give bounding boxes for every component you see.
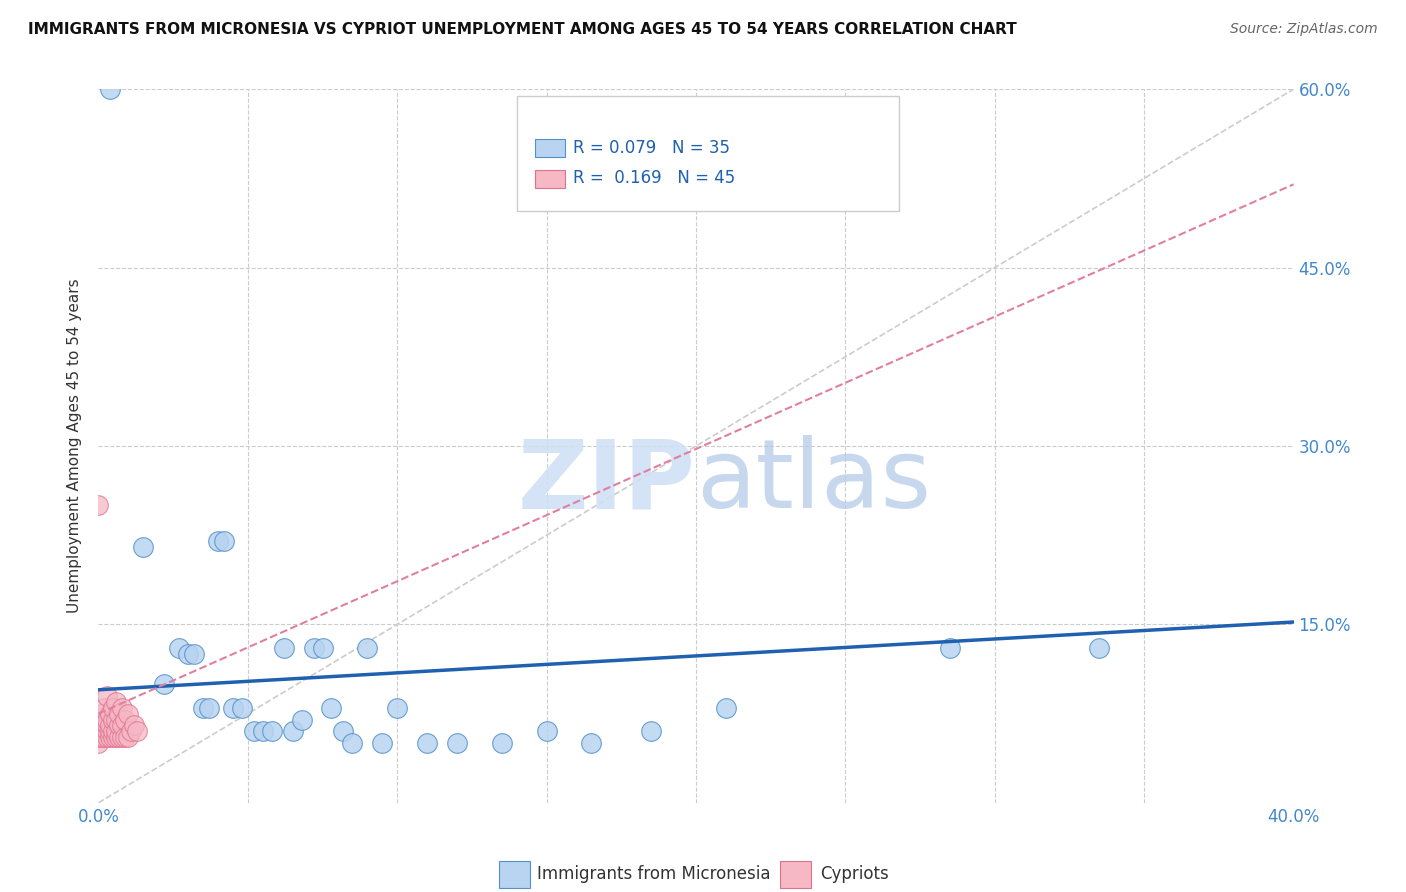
Point <box>108 718 131 732</box>
Point <box>103 713 125 727</box>
Point <box>117 731 139 745</box>
Text: Source: ZipAtlas.com: Source: ZipAtlas.com <box>1230 22 1378 37</box>
Y-axis label: Unemployment Among Ages 45 to 54 years: Unemployment Among Ages 45 to 54 years <box>67 278 83 614</box>
Point <box>321 700 343 714</box>
Point <box>371 736 394 750</box>
Point <box>177 647 200 661</box>
Point <box>114 713 136 727</box>
Point <box>93 731 115 745</box>
Point <box>332 724 354 739</box>
Point <box>183 647 205 661</box>
Point <box>231 700 253 714</box>
Point <box>207 534 229 549</box>
Point <box>87 724 110 739</box>
Point <box>212 534 235 549</box>
Point <box>87 736 110 750</box>
Point <box>105 713 128 727</box>
Point <box>939 641 962 656</box>
Point <box>114 731 136 745</box>
Point <box>105 695 128 709</box>
Point <box>385 700 409 714</box>
Text: IMMIGRANTS FROM MICRONESIA VS CYPRIOT UNEMPLOYMENT AMONG AGES 45 TO 54 YEARS COR: IMMIGRANTS FROM MICRONESIA VS CYPRIOT UN… <box>28 22 1017 37</box>
Point <box>536 724 558 739</box>
Point <box>103 700 125 714</box>
Point <box>100 82 122 96</box>
Point <box>111 718 134 732</box>
Point <box>105 724 128 739</box>
Point <box>416 736 439 750</box>
Point <box>96 731 118 745</box>
Point <box>93 700 115 714</box>
Point <box>153 677 176 691</box>
Point <box>96 689 118 703</box>
Text: atlas: atlas <box>696 435 931 528</box>
Point <box>491 736 513 750</box>
Point <box>581 736 603 750</box>
Point <box>90 718 112 732</box>
Text: R =  0.169   N = 45: R = 0.169 N = 45 <box>572 169 735 187</box>
Point <box>90 706 112 721</box>
Point <box>243 724 266 739</box>
FancyBboxPatch shape <box>534 169 565 187</box>
Point <box>111 700 134 714</box>
Point <box>90 713 112 727</box>
Point <box>714 700 737 714</box>
Point <box>640 724 662 739</box>
Point <box>90 724 112 739</box>
Point <box>124 718 146 732</box>
Point <box>96 724 118 739</box>
Point <box>252 724 274 739</box>
Point <box>342 736 364 750</box>
Point <box>105 731 128 745</box>
Point <box>87 731 110 745</box>
Point <box>311 641 333 656</box>
Point <box>281 724 304 739</box>
Text: R = 0.079   N = 35: R = 0.079 N = 35 <box>572 139 730 157</box>
Point <box>108 731 131 745</box>
Point <box>111 731 134 745</box>
Point <box>100 724 122 739</box>
Point <box>96 718 118 732</box>
Point <box>108 706 131 721</box>
Point <box>87 718 110 732</box>
Point <box>260 724 283 739</box>
Point <box>222 700 245 714</box>
Point <box>273 641 295 656</box>
Point <box>198 700 221 714</box>
Point <box>93 713 115 727</box>
Point <box>1088 641 1111 656</box>
Point <box>87 499 110 513</box>
Point <box>356 641 378 656</box>
Point <box>100 731 122 745</box>
Text: Cypriots: Cypriots <box>820 865 889 883</box>
Point <box>100 718 122 732</box>
Point <box>103 731 125 745</box>
Point <box>446 736 468 750</box>
Point <box>93 724 115 739</box>
Point <box>127 724 149 739</box>
Point <box>96 713 118 727</box>
Point <box>291 713 314 727</box>
Point <box>120 724 142 739</box>
FancyBboxPatch shape <box>534 139 565 157</box>
Point <box>100 706 122 721</box>
Point <box>90 731 112 745</box>
Text: Immigrants from Micronesia: Immigrants from Micronesia <box>537 865 770 883</box>
Point <box>103 724 125 739</box>
FancyBboxPatch shape <box>517 96 900 211</box>
Point <box>132 540 155 554</box>
Point <box>117 706 139 721</box>
Point <box>167 641 190 656</box>
Point <box>191 700 214 714</box>
Point <box>302 641 325 656</box>
Point <box>93 718 115 732</box>
Text: ZIP: ZIP <box>517 435 696 528</box>
